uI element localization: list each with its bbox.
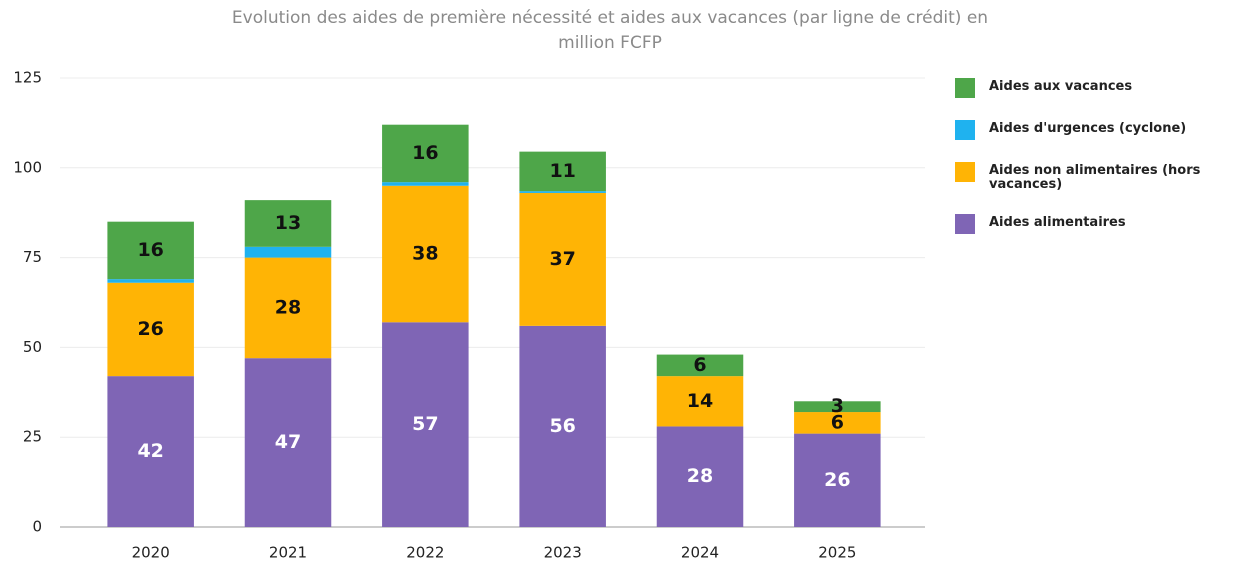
bar-segment xyxy=(382,182,469,186)
chart-title: Evolution des aides de première nécessit… xyxy=(231,8,989,53)
y-tick-label: 75 xyxy=(23,248,42,266)
data-label: 14 xyxy=(687,390,713,412)
bar-segment xyxy=(244,358,332,527)
legend-swatch xyxy=(955,78,975,98)
legend-label: Aides aux vacances xyxy=(989,79,1133,94)
legend-label: Aides d'urgences (cyclone) xyxy=(989,121,1187,136)
data-label: 57 xyxy=(412,413,438,435)
x-tick-label: 2022 xyxy=(406,544,444,562)
data-label: 37 xyxy=(549,248,575,270)
data-label: 13 xyxy=(275,212,301,234)
data-label: 6 xyxy=(831,411,844,433)
data-label: 56 xyxy=(549,415,575,437)
bar-segment xyxy=(244,246,332,258)
data-label: 11 xyxy=(549,160,575,182)
bar-segment xyxy=(244,200,332,247)
bar-segment xyxy=(519,191,606,193)
data-label: 26 xyxy=(824,469,850,491)
data-label: 38 xyxy=(412,243,438,265)
data-label: 28 xyxy=(687,465,713,487)
legend-item: Aides aux vacances xyxy=(955,78,1235,98)
bar-segment xyxy=(656,354,744,377)
data-label: 16 xyxy=(137,239,163,261)
data-label: 47 xyxy=(275,431,301,453)
chart: 0 25 50 75 100 125 2020 42 26 16 2021 47 28 13 2022 57 3… xyxy=(13,69,925,562)
bar-segment xyxy=(107,279,194,283)
bar-segment xyxy=(107,282,194,377)
legend-label: Aides alimentaires xyxy=(989,215,1126,230)
bar-segment xyxy=(382,185,469,323)
y-tick-label: 25 xyxy=(23,428,42,446)
y-tick-label: 50 xyxy=(23,338,42,356)
x-tick-label: 2023 xyxy=(544,544,582,562)
legend: Aides aux vacances Aides d'urgences (cycl… xyxy=(955,78,1235,256)
bar-segment xyxy=(382,124,469,183)
data-label: 28 xyxy=(275,296,301,318)
y-tick-label: 100 xyxy=(13,158,42,176)
bar-segment xyxy=(382,322,469,527)
x-tick-label: 2021 xyxy=(269,544,307,562)
legend-swatch xyxy=(955,214,975,234)
bar-segment xyxy=(519,151,606,192)
x-tick-label: 2024 xyxy=(681,544,719,562)
bar-segment xyxy=(794,433,881,527)
bar-segment xyxy=(656,376,744,427)
bar-segment xyxy=(244,257,332,359)
legend-swatch xyxy=(955,162,975,182)
bar-segment xyxy=(794,401,881,413)
bar-segment xyxy=(107,221,194,280)
data-label: 3 xyxy=(831,395,844,417)
y-tick-label: 0 xyxy=(32,518,42,536)
x-tick-label: 2025 xyxy=(818,544,856,562)
bar-segment xyxy=(656,426,744,527)
bar-segment xyxy=(519,325,606,527)
legend-label: Aides non alimentaires (hors vacances) xyxy=(989,163,1201,192)
bar-segment xyxy=(107,376,194,527)
legend-item: Aides alimentaires xyxy=(955,214,1235,234)
data-label: 26 xyxy=(137,318,163,340)
y-tick-label: 125 xyxy=(13,69,42,87)
bar-segment xyxy=(519,192,606,326)
bar-segment xyxy=(794,412,881,434)
x-tick-label: 2020 xyxy=(132,544,170,562)
data-label: 6 xyxy=(693,354,706,376)
data-label: 42 xyxy=(137,440,163,462)
legend-item: Aides non alimentaires (hors vacances) xyxy=(955,162,1235,192)
legend-item: Aides d'urgences (cyclone) xyxy=(955,120,1235,140)
data-label: 16 xyxy=(412,142,438,164)
legend-swatch xyxy=(955,120,975,140)
